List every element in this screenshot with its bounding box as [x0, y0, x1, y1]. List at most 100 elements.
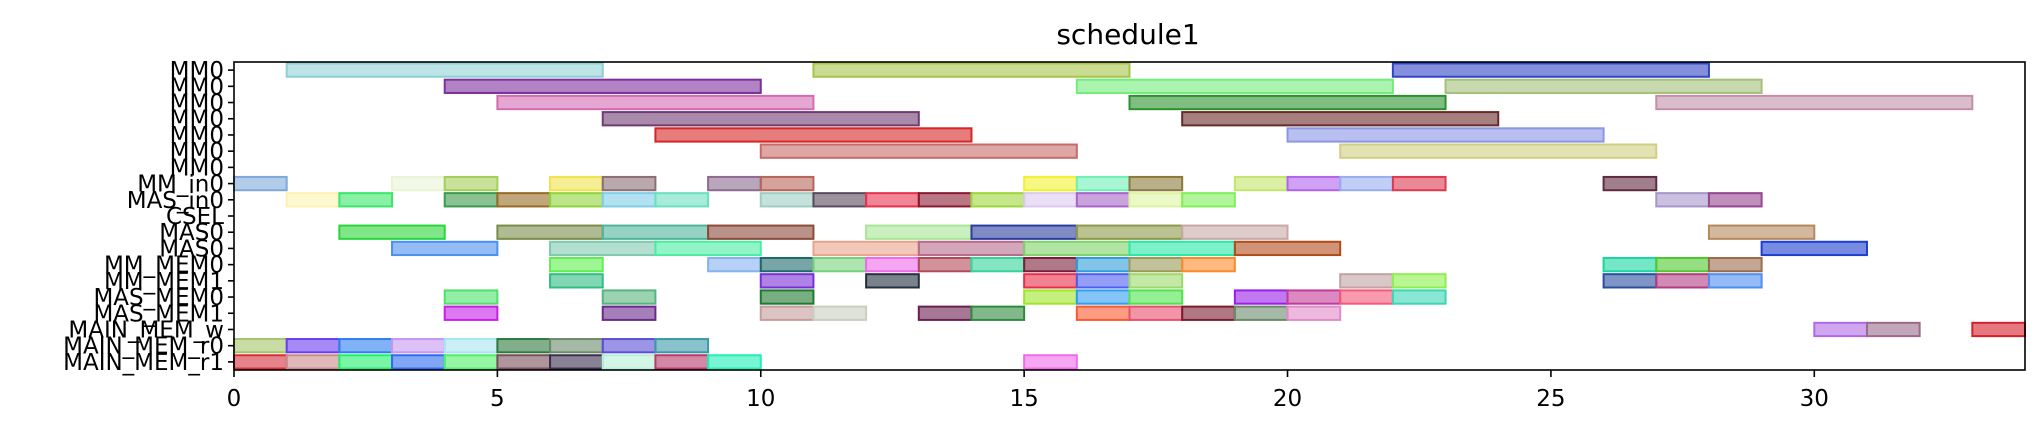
gantt-bar — [759, 256, 815, 273]
y-tick-label: MAIN_MEM_w — [68, 317, 224, 343]
x-tick-label: 20 — [1273, 386, 1302, 412]
gantt-bar — [865, 256, 920, 273]
gantt-bar — [812, 62, 1131, 78]
y-tick-label: MAIN_MEM_r1 — [63, 350, 224, 376]
gantt-bar — [1602, 273, 1658, 289]
gantt-bar — [285, 338, 341, 354]
gantt-bar — [601, 111, 920, 127]
gantt-bar — [443, 192, 499, 208]
gantt-bar — [1707, 273, 1763, 289]
y-tick-label: MAIN_MEM_r0 — [63, 334, 224, 360]
gantt-bar — [1813, 321, 1868, 338]
gantt-bar — [496, 192, 552, 208]
gantt-bar — [654, 240, 762, 257]
gantt-bar — [1023, 240, 1131, 257]
gantt-bar — [601, 305, 657, 321]
gantt-bar — [1128, 289, 1184, 305]
gantt-bar — [443, 338, 499, 354]
gantt-bar — [1075, 192, 1131, 208]
gantt-bar — [1075, 224, 1184, 240]
gantt-bar — [1444, 78, 1763, 94]
gantt-bar — [601, 192, 657, 208]
gantt-bar — [1602, 175, 1658, 192]
x-tick-label: 5 — [490, 386, 505, 412]
gantt-bar — [1075, 273, 1131, 289]
gantt-bar — [549, 338, 604, 354]
gantt-bar — [759, 175, 815, 192]
y-axis: MM0MM0MM0MM0MM0MM0MM0MM_in0MAS_in0CSELMA… — [63, 58, 234, 376]
gantt-bar — [391, 175, 446, 192]
x-tick-label: 25 — [1536, 386, 1565, 412]
gantt-bar — [496, 354, 552, 370]
gantt-bar — [443, 175, 499, 192]
y-tick-label: MM_MEM0 — [104, 253, 224, 279]
gantt-bar — [759, 289, 815, 305]
gantt-bar — [917, 240, 1026, 257]
gantt-bar — [707, 354, 762, 370]
y-tick-label: MM0 — [170, 139, 224, 165]
gantt-bar — [654, 192, 710, 208]
y-tick-label: MAS_in0 — [127, 188, 224, 214]
gantt-bar — [1655, 94, 1974, 111]
gantt-bar — [1023, 192, 1078, 208]
x-tick-label: 30 — [1800, 386, 1829, 412]
gantt-bar — [285, 192, 341, 208]
gantt-bar — [1075, 289, 1131, 305]
gantt-bar — [1391, 175, 1447, 192]
gantt-bar — [1655, 256, 1710, 273]
gantt-bar — [1286, 175, 1342, 192]
bars-layer — [233, 62, 2026, 370]
gantt-bar — [549, 175, 604, 192]
gantt-bar — [1233, 240, 1342, 257]
gantt-bar — [549, 273, 604, 289]
gantt-bar — [812, 256, 868, 273]
gantt-bar — [496, 224, 604, 240]
gantt-bar — [1181, 305, 1236, 321]
gantt-bar — [917, 192, 973, 208]
gantt-bar — [549, 240, 657, 257]
gantt-bar — [338, 224, 446, 240]
y-tick-label: MAS0 — [159, 220, 224, 246]
gantt-bar — [1128, 192, 1184, 208]
gantt-bar — [1707, 256, 1763, 273]
gantt-bar — [917, 256, 973, 273]
gantt-bar — [707, 224, 815, 240]
x-tick-label: 15 — [1010, 386, 1039, 412]
gantt-bar — [654, 127, 973, 143]
gantt-bar — [443, 289, 499, 305]
gantt-bar — [391, 354, 446, 370]
gantt-bar — [285, 354, 341, 370]
gantt-bar — [1707, 224, 1816, 240]
gantt-bar — [1339, 143, 1658, 159]
y-tick-label: CSEL — [166, 204, 224, 230]
gantt-bar — [233, 338, 288, 354]
y-tick-label: MAS0 — [159, 236, 224, 262]
gantt-bar — [601, 354, 657, 370]
gantt-bar — [759, 305, 815, 321]
gantt-bar — [1075, 305, 1131, 321]
y-tick-label: MM0 — [170, 58, 224, 84]
x-tick-label: 10 — [746, 386, 775, 412]
gantt-bar — [1286, 289, 1342, 305]
y-tick-label: MM0 — [170, 91, 224, 117]
gantt-bar — [759, 192, 815, 208]
gantt-bar — [496, 338, 552, 354]
gantt-bar — [1023, 256, 1078, 273]
gantt-bar — [338, 354, 394, 370]
gantt-bar — [812, 305, 868, 321]
gantt-bar — [812, 192, 868, 208]
gantt-bar — [1128, 305, 1184, 321]
y-tick-label: MAS_MEM1 — [93, 301, 224, 327]
gantt-bar — [970, 256, 1026, 273]
gantt-bar — [1023, 354, 1078, 370]
gantt-bar — [865, 192, 920, 208]
gantt-bar — [1128, 273, 1184, 289]
gantt-bar — [970, 224, 1078, 240]
x-tick-label: 0 — [227, 386, 242, 412]
gantt-bar — [443, 305, 499, 321]
y-tick-label: MAS_MEM0 — [93, 285, 224, 311]
gantt-bar — [1760, 240, 1868, 257]
gantt-bar — [1075, 175, 1131, 192]
gantt-bar — [707, 256, 762, 273]
